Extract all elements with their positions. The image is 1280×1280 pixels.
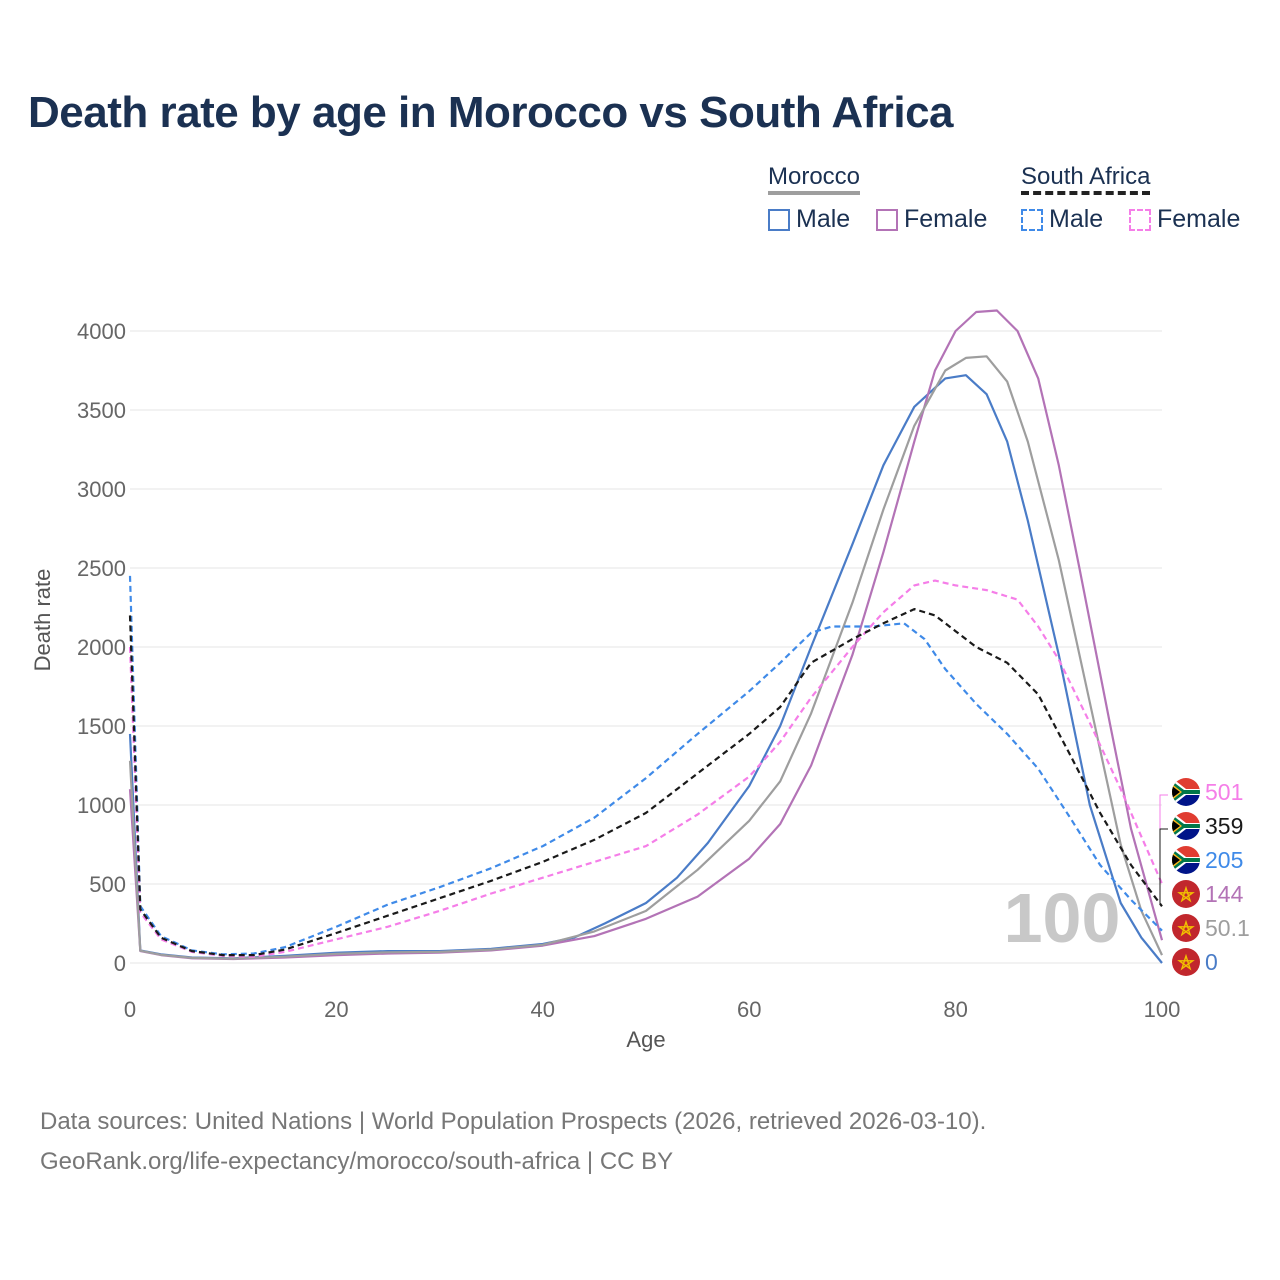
end-label-value: 144 [1205, 881, 1244, 907]
x-axis-label: Age [626, 1027, 665, 1052]
morocco-flag-icon [1172, 948, 1200, 976]
y-tick-label: 3500 [77, 398, 126, 423]
end-label-value: 50.1 [1205, 915, 1250, 941]
x-tick-label: 20 [324, 997, 348, 1022]
y-tick-label: 0 [114, 951, 126, 976]
legend-morocco-male[interactable]: Male [768, 205, 850, 234]
grid-lines [130, 330, 1162, 964]
end-label-value: 501 [1205, 779, 1243, 805]
end-label-0: 0 [1172, 948, 1218, 976]
legend-south-africa-male-label: Male [1049, 205, 1104, 233]
x-tick-label: 60 [737, 997, 761, 1022]
legend-swatch-morocco-male [768, 208, 790, 231]
y-tick-label: 2000 [77, 635, 126, 660]
legend-swatch-morocco-female [876, 208, 898, 231]
legend-south-africa-title: South Africa [1021, 163, 1151, 195]
y-tick-label: 4000 [77, 319, 126, 344]
legend-morocco-label: Morocco [768, 163, 861, 190]
y-axis-ticks: 0 500 1000 1500 2000 2500 3000 3500 4000 [77, 319, 126, 976]
south-africa-flag-icon [1172, 812, 1200, 840]
x-tick-label: 0 [124, 997, 136, 1022]
y-tick-label: 500 [89, 872, 126, 897]
south-africa-flag-icon [1172, 778, 1200, 806]
x-tick-label: 80 [943, 997, 967, 1022]
series-line-south-africa-total[interactable] [128, 608, 1163, 957]
legend-morocco-title: Morocco [768, 163, 861, 195]
series-lines [128, 309, 1164, 964]
end-labels: 501 359 205 144 50.1 0 [1159, 778, 1250, 976]
morocco-flag-icon [1172, 880, 1200, 908]
end-label-144: 144 [1172, 880, 1244, 908]
legend-morocco-female[interactable]: Female [876, 205, 987, 234]
end-label-205: 205 [1172, 846, 1243, 874]
end-label-359: 359 [1172, 812, 1243, 840]
end-label-50.1: 50.1 [1172, 914, 1250, 942]
chart-title: Death rate by age in Morocco vs South Af… [28, 88, 954, 137]
series-line-morocco-male[interactable] [128, 374, 1163, 964]
x-axis-ticks: 0 20 40 60 80 100 [124, 997, 1180, 1022]
y-tick-label: 1000 [77, 793, 126, 818]
series-line-south-africa-female[interactable] [128, 579, 1164, 958]
end-label-value: 205 [1205, 847, 1243, 873]
legend-morocco-female-label: Female [904, 205, 988, 233]
end-label-connector-female [1159, 794, 1168, 880]
legend-south-africa-label: South Africa [1021, 163, 1151, 190]
legend-south-africa-female-label: Female [1157, 205, 1241, 233]
y-axis-label: Death rate [30, 569, 55, 672]
legend-morocco-male-label: Male [796, 205, 851, 233]
end-label-501: 501 [1172, 778, 1243, 806]
legend-swatch-south-africa-female [1129, 208, 1151, 231]
watermark-year: 100 [1004, 879, 1121, 957]
end-label-connector-total [1159, 828, 1168, 905]
legend-swatch-south-africa-male [1021, 208, 1043, 231]
end-label-value: 359 [1205, 813, 1243, 839]
source-line-2[interactable]: GeoRank.org/life-expectancy/morocco/sout… [40, 1148, 674, 1175]
y-tick-label: 1500 [77, 714, 126, 739]
x-tick-label: 40 [531, 997, 555, 1022]
x-tick-label: 100 [1144, 997, 1181, 1022]
morocco-flag-icon [1172, 914, 1200, 942]
legend-south-africa-male[interactable]: Male [1021, 205, 1103, 234]
series-line-morocco-female[interactable] [128, 309, 1164, 961]
south-africa-flag-icon [1172, 846, 1200, 874]
legend-south-africa-female[interactable]: Female [1129, 205, 1240, 234]
y-tick-label: 2500 [77, 556, 126, 581]
series-line-morocco-total[interactable] [128, 355, 1163, 960]
source-line-1: Data sources: United Nations | World Pop… [40, 1108, 987, 1135]
y-tick-label: 3000 [77, 477, 126, 502]
end-label-value: 0 [1205, 949, 1218, 975]
